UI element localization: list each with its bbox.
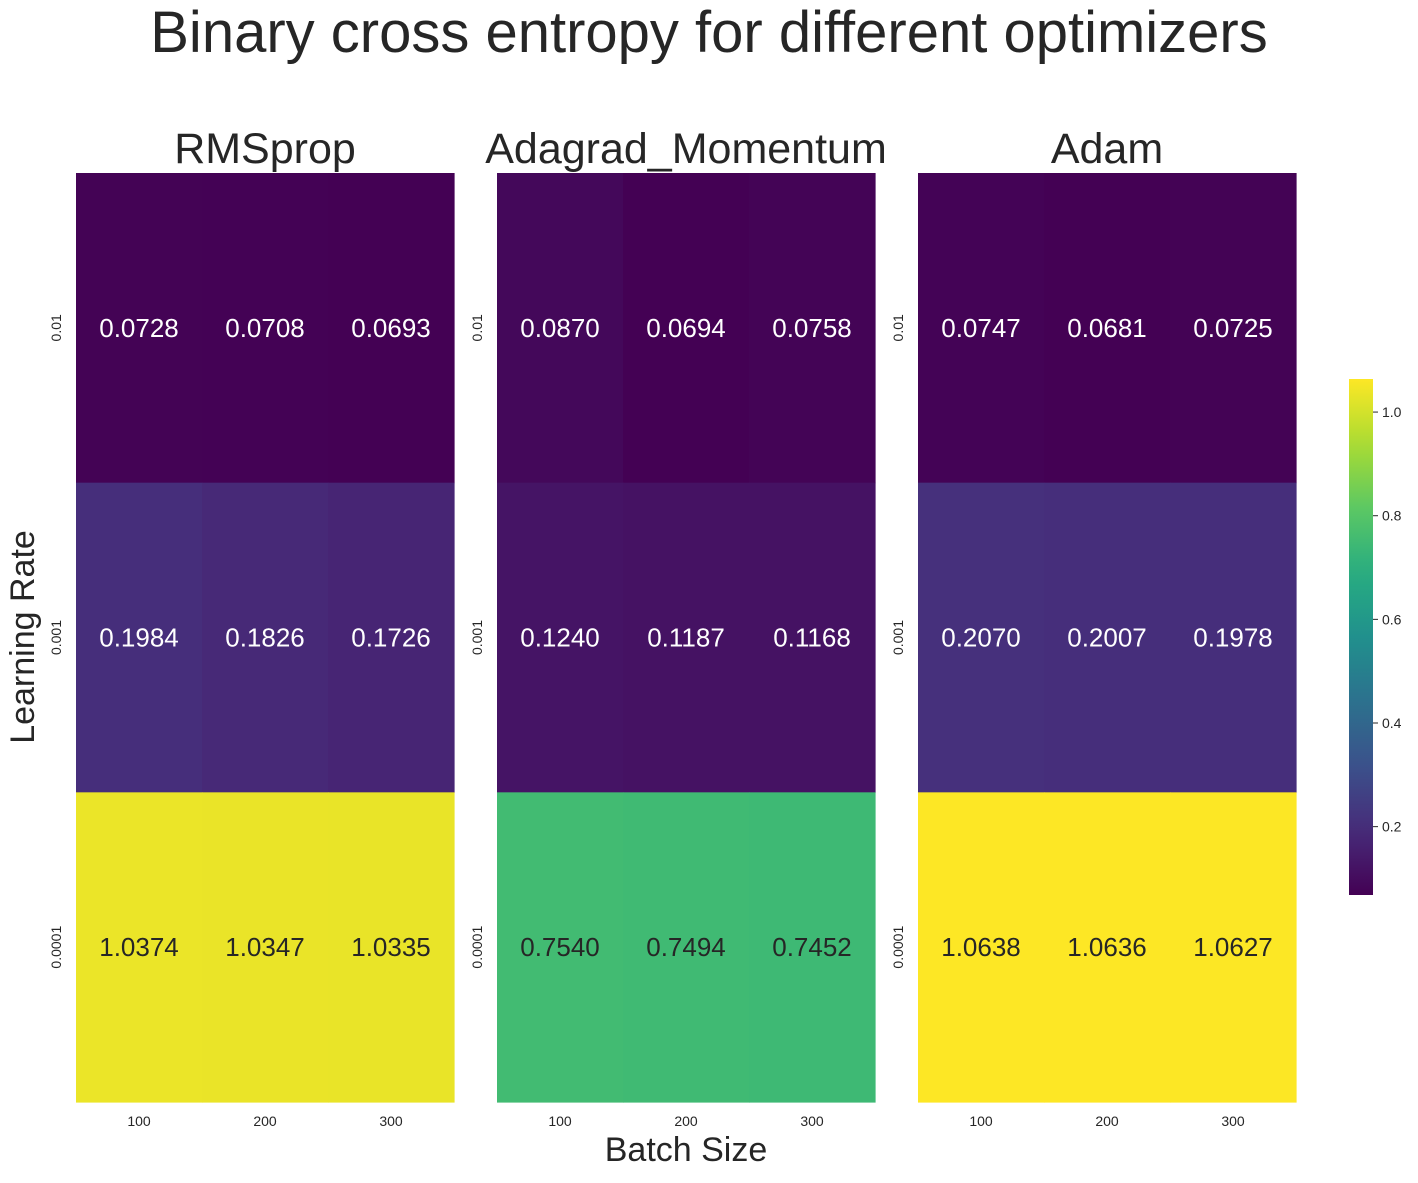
cell-value-label: 0.2070 — [941, 623, 1021, 653]
cell-value-label: 0.7494 — [646, 932, 726, 962]
y-tick-label: 0.01 — [48, 314, 64, 341]
heatmap-cell — [1170, 173, 1297, 484]
colorbar-tick-label: 0.2 — [1382, 819, 1402, 835]
panel-title: RMSprop — [174, 125, 356, 173]
cell-value-label: 1.0335 — [351, 932, 431, 962]
cell-value-label: 0.0681 — [1067, 313, 1147, 343]
cell-value-label: 1.0636 — [1067, 932, 1147, 962]
heatmap-cell — [623, 173, 750, 484]
heatmap-cell — [76, 173, 203, 484]
x-axis-label: Batch Size — [605, 1131, 768, 1169]
cell-value-label: 0.0870 — [520, 313, 600, 343]
cell-value-label: 0.1978 — [1193, 623, 1273, 653]
x-tick-label: 300 — [1221, 1113, 1245, 1129]
chart-title: Binary cross entropy for different optim… — [150, 0, 1268, 65]
panel-title: Adam — [1051, 125, 1163, 173]
y-tick-label: 0.001 — [469, 620, 485, 655]
heatmap-cell — [1044, 482, 1171, 793]
heatmap-cell — [497, 792, 624, 1103]
heatmap-cell — [202, 173, 329, 484]
colorbar-tick-label: 0.6 — [1382, 611, 1402, 627]
cell-value-label: 0.2007 — [1067, 623, 1147, 653]
heatmap-panel: RMSprop 0.0728 0.0708 0.0693 0.1984 0.1826 0.1… — [48, 125, 455, 1129]
cell-value-label: 0.0728 — [99, 313, 179, 343]
heatmap-cell — [749, 792, 876, 1103]
heatmap-cell — [623, 792, 750, 1103]
heatmap-cell — [623, 482, 750, 793]
cell-value-label: 1.0627 — [1193, 932, 1273, 962]
y-tick-label: 0.0001 — [469, 926, 485, 969]
x-tick-label: 100 — [969, 1113, 993, 1129]
y-tick-label: 0.001 — [48, 620, 64, 655]
y-tick-label: 0.01 — [469, 314, 485, 341]
cell-value-label: 0.1240 — [520, 623, 600, 653]
x-tick-label: 100 — [548, 1113, 572, 1129]
heatmap-panels: RMSprop 0.0728 0.0708 0.0693 0.1984 0.1826 0.1… — [48, 125, 1297, 1129]
heatmap-cell — [1170, 482, 1297, 793]
x-tick-label: 100 — [127, 1113, 151, 1129]
heatmap-cell — [1170, 792, 1297, 1103]
heatmap-cell — [749, 173, 876, 484]
cell-value-label: 0.0725 — [1193, 313, 1273, 343]
cell-value-label: 0.0694 — [646, 313, 726, 343]
heatmap-cell — [76, 792, 203, 1103]
heatmap-panel: Adagrad_Momentum 0.0870 0.0694 0.0758 0.1240… — [469, 125, 887, 1129]
heatmap-cell — [918, 482, 1045, 793]
x-tick-label: 200 — [253, 1113, 277, 1129]
cell-value-label: 0.7452 — [772, 932, 852, 962]
colorbar: 0.2 0.4 0.6 0.8 1.0 — [1349, 379, 1402, 895]
heatmap-cell — [328, 792, 455, 1103]
colorbar-tick-label: 1.0 — [1382, 404, 1402, 420]
cell-value-label: 0.0747 — [941, 313, 1021, 343]
heatmap-cell — [76, 482, 203, 793]
x-tick-label: 300 — [379, 1113, 403, 1129]
cell-value-label: 0.1187 — [647, 623, 725, 653]
cell-value-label: 0.7540 — [520, 932, 600, 962]
heatmap-cell — [328, 173, 455, 484]
heatmap-panel: Adam 0.0747 0.0681 0.0725 0.2070 0.2007 0.1978… — [890, 125, 1297, 1129]
cell-value-label: 0.1826 — [225, 623, 305, 653]
y-tick-label: 0.001 — [890, 620, 906, 655]
y-tick-label: 0.01 — [890, 314, 906, 341]
heatmap-cell — [202, 482, 329, 793]
cell-value-label: 0.0758 — [772, 313, 852, 343]
heatmap-cell — [328, 482, 455, 793]
y-tick-label: 0.0001 — [48, 926, 64, 969]
x-tick-label: 200 — [1095, 1113, 1119, 1129]
heatmap-cell — [1044, 792, 1171, 1103]
cell-value-label: 0.0708 — [225, 313, 305, 343]
cell-value-label: 0.1168 — [773, 623, 851, 653]
colorbar-gradient — [1349, 379, 1373, 895]
cell-value-label: 0.0693 — [351, 313, 431, 343]
heatmap-cell — [497, 482, 624, 793]
cell-value-label: 0.1984 — [99, 623, 179, 653]
heatmap-cell — [749, 482, 876, 793]
cell-value-label: 0.1726 — [351, 623, 431, 653]
cell-value-label: 1.0347 — [225, 932, 305, 962]
panel-title: Adagrad_Momentum — [485, 125, 887, 173]
y-tick-label: 0.0001 — [890, 926, 906, 969]
x-tick-label: 300 — [800, 1113, 824, 1129]
cell-value-label: 1.0374 — [99, 932, 179, 962]
heatmap-cell — [202, 792, 329, 1103]
y-axis-label: Learning Rate — [4, 530, 42, 744]
colorbar-tick-label: 0.4 — [1382, 715, 1402, 731]
heatmap-cell — [918, 792, 1045, 1103]
cell-value-label: 1.0638 — [941, 932, 1021, 962]
colorbar-tick-label: 0.8 — [1382, 508, 1402, 524]
heatmap-cell — [1044, 173, 1171, 484]
heatmap-cell — [497, 173, 624, 484]
heatmap-cell — [918, 173, 1045, 484]
x-tick-label: 200 — [674, 1113, 698, 1129]
